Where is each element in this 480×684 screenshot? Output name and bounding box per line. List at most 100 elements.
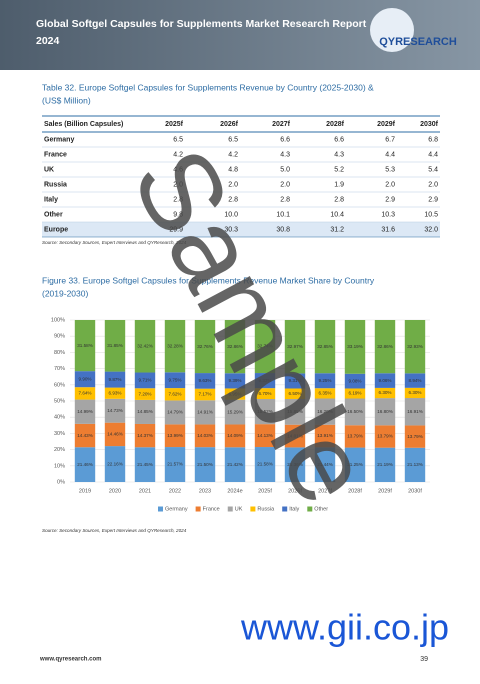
data-label: 7.17% — [198, 392, 211, 397]
table-cell: 2.0 — [173, 181, 183, 188]
x-tick-label: 2022 — [169, 488, 181, 494]
data-label: 6.50% — [288, 391, 301, 396]
figure-title: Figure 33. Europe Softgel Capsules for S… — [42, 275, 375, 285]
y-tick-label: 100% — [51, 317, 65, 323]
bar-segment — [74, 387, 96, 400]
legend-swatch — [227, 506, 233, 512]
data-label: 15.85% — [287, 409, 303, 414]
bar-segment — [404, 447, 426, 482]
table-cell: 10.5 — [424, 211, 438, 218]
bar-segment — [194, 320, 216, 374]
bar-segment — [134, 388, 156, 400]
data-label: 9.33% — [258, 378, 271, 383]
data-label: 32.86% — [227, 344, 243, 349]
bar-segment — [224, 388, 246, 400]
bar-segment — [344, 398, 366, 426]
data-label: 6.19% — [348, 391, 361, 396]
bar-segment — [164, 447, 186, 482]
bar-segment — [254, 373, 276, 389]
bar-segment — [194, 373, 216, 389]
table-cell: 2.8 — [280, 196, 290, 203]
data-label: 6.93% — [108, 390, 121, 395]
data-label: 6.30% — [378, 390, 391, 395]
y-tick-label: 40% — [54, 415, 65, 421]
row-label: Europe — [44, 226, 68, 233]
legend-label: Russia — [257, 506, 275, 512]
table-cell: 4.4 — [385, 151, 395, 158]
table-cell: 6.6 — [280, 136, 290, 143]
table-cell: 4.2 — [228, 151, 238, 158]
y-tick-label: 30% — [54, 431, 65, 437]
bar-segment — [374, 398, 396, 426]
bar-segment — [104, 446, 126, 482]
data-label: 32.85% — [317, 344, 333, 349]
x-tick-label: 2026f — [288, 488, 302, 494]
table-header: 2028f — [326, 121, 345, 128]
table-cell: 4.4 — [428, 151, 438, 158]
data-label: 21.44% — [317, 462, 333, 467]
x-tick-label: 2030f — [408, 488, 422, 494]
figure-source: Source: Secondary Sources, Expert Interv… — [42, 528, 187, 533]
data-label: 14.09% — [227, 433, 243, 438]
bar-segment — [374, 373, 396, 388]
row-label: France — [44, 151, 67, 158]
bar-segment — [74, 423, 96, 448]
y-tick-label: 20% — [54, 447, 65, 453]
site-watermark: www.gii.co.jp — [240, 607, 449, 648]
data-label: 9.90% — [78, 376, 91, 381]
bar-segment — [404, 398, 426, 426]
row-label: Italy — [44, 196, 58, 203]
data-label: 32.86% — [377, 344, 393, 349]
table-cell: 31.6 — [381, 226, 395, 233]
logo: QYRESEARCH — [379, 36, 457, 48]
legend-swatch — [158, 506, 163, 512]
bar-segment — [314, 388, 336, 399]
y-tick-label: 80% — [54, 350, 65, 356]
chart: 0% 10% 20% 30% 40% 50% 60% 70% 80% 90% 100% 2019 21.… — [51, 317, 430, 512]
bar-segment — [74, 399, 96, 424]
data-label: 14.46% — [107, 432, 123, 437]
bar-segment — [164, 424, 186, 448]
bar-segment — [284, 424, 306, 448]
table-cell: 30.3 — [224, 226, 238, 233]
bar-segment — [224, 373, 246, 389]
bar-segment — [344, 425, 366, 448]
bar-segment — [284, 447, 306, 482]
bar-segment — [374, 320, 396, 374]
x-tick-label: 2019 — [79, 488, 91, 494]
table-cell: 4.8 — [228, 166, 238, 173]
table-title: Table 32. Europe Softgel Capsules for Su… — [42, 82, 374, 92]
data-label: 14.01% — [287, 433, 303, 438]
bar-segment — [284, 373, 306, 389]
page-number: 39 — [420, 656, 428, 663]
x-tick-label: 2028f — [348, 488, 362, 494]
data-label: 16.80% — [377, 409, 393, 414]
data-label: 21.42% — [227, 462, 243, 467]
data-label: 21.25% — [347, 462, 363, 467]
legend-swatch — [250, 506, 256, 512]
bar-segment — [344, 320, 366, 374]
header-title: 2024 — [36, 35, 60, 47]
bar-segment — [194, 447, 216, 482]
data-label: 32.97% — [287, 344, 303, 349]
bar-segment — [254, 320, 276, 374]
table-cell: 6.5 — [173, 136, 183, 143]
bar-segment — [224, 447, 246, 482]
data-label: 14.79% — [167, 410, 183, 415]
table-header: 2025f — [165, 121, 184, 128]
legend-label: UK — [235, 506, 243, 512]
data-label: 13.91% — [317, 433, 333, 438]
table-cell: 2.9 — [385, 196, 395, 203]
table-cell: 2.8 — [334, 196, 344, 203]
legend-swatch — [282, 506, 288, 512]
bar-segment — [404, 373, 426, 388]
data-label: 9.08% — [348, 378, 361, 383]
table-header: 2029f — [377, 121, 396, 128]
table-cell: 10.0 — [224, 211, 238, 218]
data-label: 21.50% — [197, 462, 213, 467]
legend-label: Italy — [289, 506, 299, 512]
bar-segment — [164, 388, 186, 401]
data-label: 14.73% — [107, 408, 123, 413]
x-tick-label: 2024e — [227, 488, 242, 494]
